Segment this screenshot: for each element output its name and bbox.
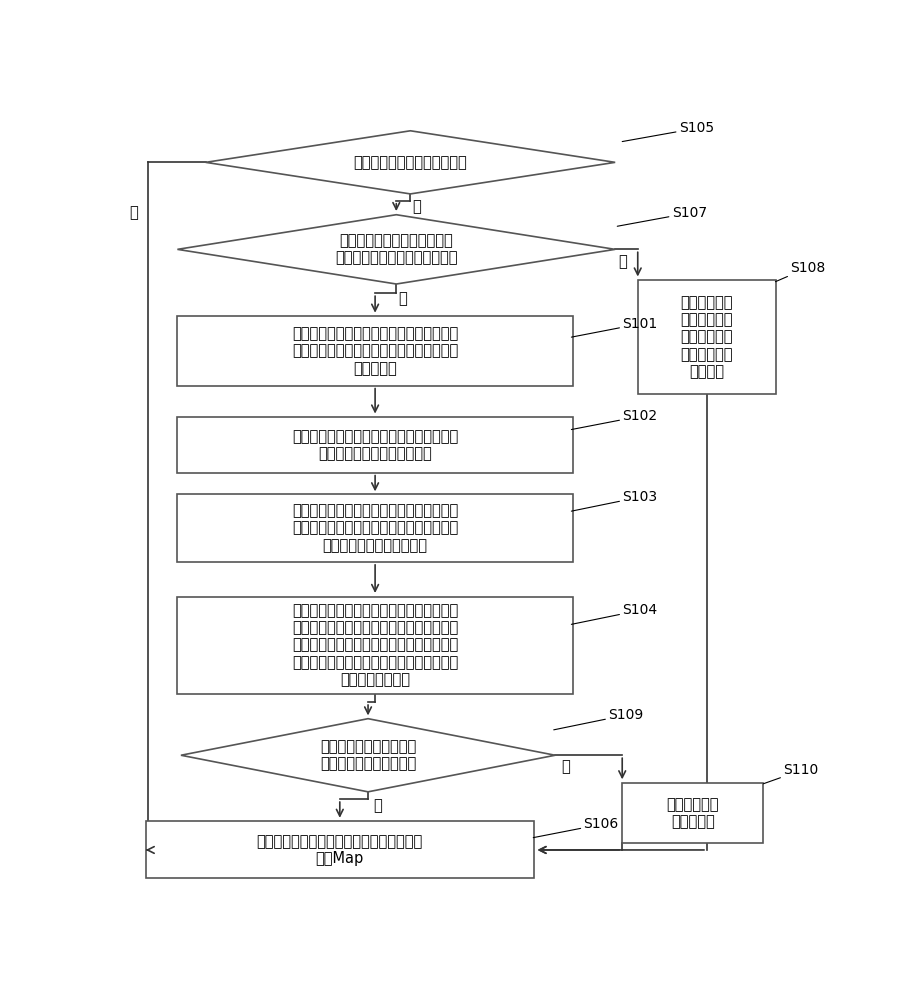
Bar xyxy=(178,494,573,562)
Text: 是: 是 xyxy=(129,205,138,220)
Text: S103: S103 xyxy=(571,490,658,511)
Text: 若匹配成功，将与所述有效上升变化率相匹
配的所述第一参数范围所对应的喷油器型号
，确定为所述喷油器的型号: 若匹配成功，将与所述有效上升变化率相匹 配的所述第一参数范围所对应的喷油器型号 … xyxy=(292,503,458,553)
Text: 根据所述喷油器型号切换相应的喷油量转加
时间Map: 根据所述喷油器型号切换相应的喷油量转加 时间Map xyxy=(257,834,423,866)
Bar xyxy=(622,783,763,843)
Text: 判断所述发动机装配的多
个喷油器的型号是否一致: 判断所述发动机装配的多 个喷油器的型号是否一致 xyxy=(320,739,416,771)
Bar xyxy=(178,417,573,473)
Text: 判断所述喷油器型号是否锁定: 判断所述喷油器型号是否锁定 xyxy=(353,155,467,170)
Text: S107: S107 xyxy=(618,206,707,226)
Text: 否: 否 xyxy=(619,254,628,269)
Text: S102: S102 xyxy=(571,409,658,430)
Text: S109: S109 xyxy=(554,708,643,730)
Text: 发出相应的故
障报警信号: 发出相应的故 障报警信号 xyxy=(667,797,719,829)
Text: 否: 否 xyxy=(413,199,421,214)
Bar xyxy=(146,821,534,878)
Text: 否: 否 xyxy=(561,759,569,774)
Text: 是: 是 xyxy=(398,291,407,306)
Text: S106: S106 xyxy=(533,817,619,838)
Text: S101: S101 xyxy=(571,317,658,337)
Polygon shape xyxy=(206,131,615,194)
Text: 根据自识别模式使能状态判断
所述喷油器是否处于自识别模式: 根据自识别模式使能状态判断 所述喷油器是否处于自识别模式 xyxy=(335,233,457,266)
Text: 是: 是 xyxy=(374,798,383,813)
Text: S108: S108 xyxy=(775,261,825,282)
Bar xyxy=(178,597,573,694)
Polygon shape xyxy=(181,719,555,792)
Text: 将所述有效上升变化率与预设的不同型号喷
油器的第一参数范围进行匹配: 将所述有效上升变化率与预设的不同型号喷 油器的第一参数范围进行匹配 xyxy=(292,429,458,461)
Text: 当喷油器处于自识别模式时，获取所述喷油
器电磁阀驱动电流的有效上升变化率与有效
下降变化率: 当喷油器处于自识别模式时，获取所述喷油 器电磁阀驱动电流的有效上升变化率与有效 … xyxy=(292,326,458,376)
Polygon shape xyxy=(178,215,615,284)
Bar xyxy=(638,280,776,394)
Bar xyxy=(178,316,573,386)
Text: 若匹配未成功，将所述有效下降变化率与预
设的不同型号喷油器的第二参数范围进行匹
配，将与所述有效下降变化率相匹配的所述
第二参数范围所对应的喷油器型号，确定为
: 若匹配未成功，将所述有效下降变化率与预 设的不同型号喷油器的第二参数范围进行匹 … xyxy=(292,603,458,687)
Text: S110: S110 xyxy=(763,764,818,784)
Text: S105: S105 xyxy=(622,121,714,142)
Text: 通过喷油器型
号标定值确定
喷油器型号，
并锁定所述喷
油器型号: 通过喷油器型 号标定值确定 喷油器型号， 并锁定所述喷 油器型号 xyxy=(681,295,733,379)
Text: S104: S104 xyxy=(571,603,658,624)
